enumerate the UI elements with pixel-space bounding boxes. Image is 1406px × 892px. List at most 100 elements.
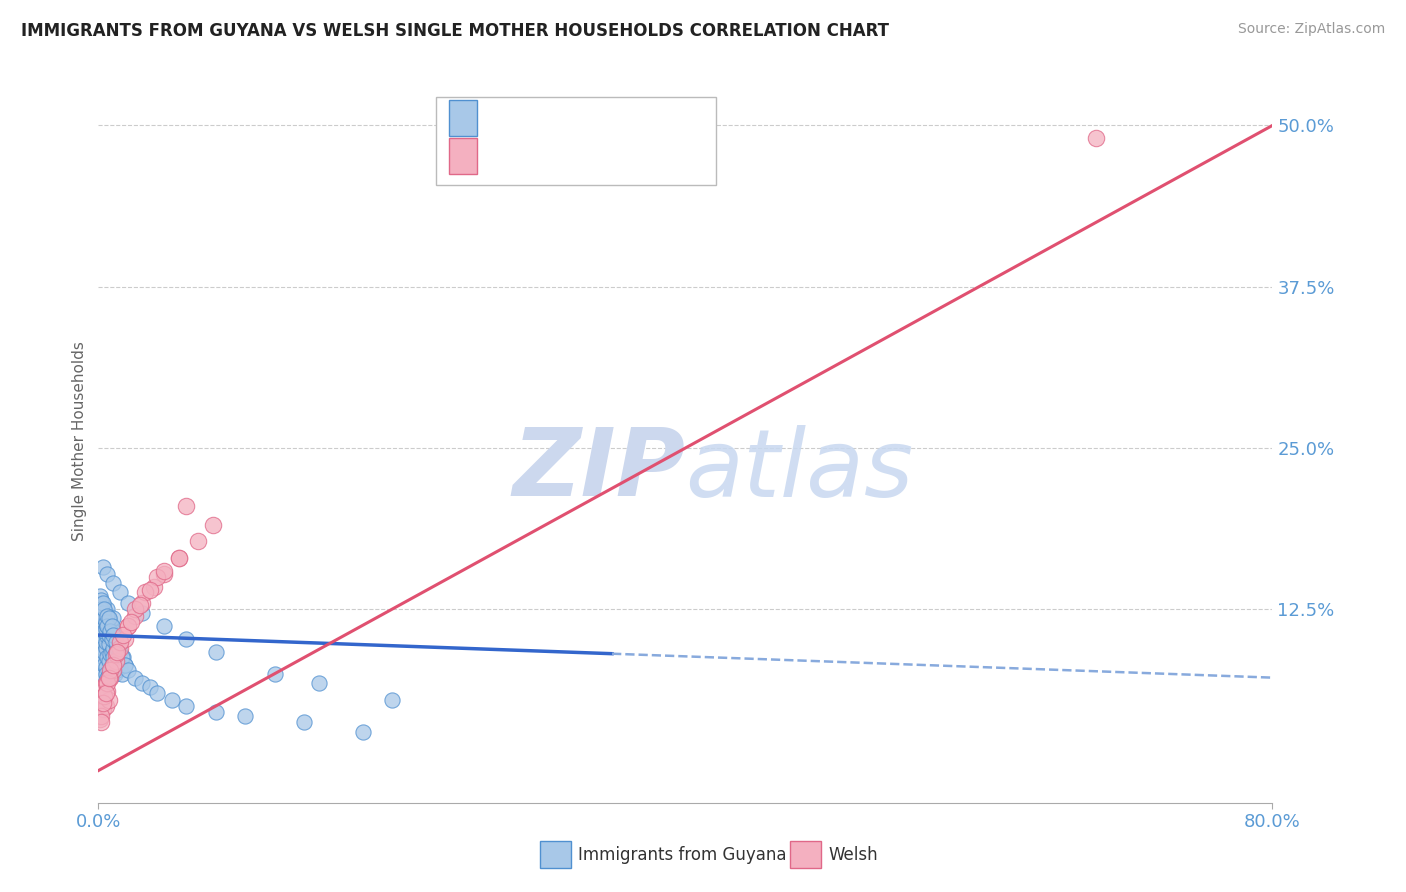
Point <box>91 650 114 665</box>
Point <box>96 671 118 685</box>
Point <box>94 666 117 681</box>
Point <box>114 657 136 672</box>
Point <box>89 611 111 625</box>
Point <box>105 645 128 659</box>
Text: N =: N = <box>591 109 627 127</box>
Point <box>94 606 117 620</box>
Point <box>94 640 117 655</box>
Point <box>90 648 112 662</box>
Point <box>91 701 114 715</box>
Point <box>93 611 115 625</box>
Point <box>110 634 132 648</box>
Point <box>93 689 115 703</box>
Point <box>98 624 121 639</box>
Point <box>98 615 121 630</box>
Point <box>117 596 139 610</box>
Point <box>110 645 132 659</box>
Point <box>103 628 125 642</box>
Point <box>98 628 121 642</box>
Point <box>114 632 136 646</box>
Text: ZIP: ZIP <box>513 425 686 516</box>
Point <box>94 699 117 714</box>
Point <box>89 590 111 604</box>
Point <box>98 663 121 677</box>
Point <box>117 663 139 677</box>
Point <box>101 576 124 591</box>
Point <box>108 654 131 668</box>
Point <box>94 660 117 674</box>
Point <box>176 499 198 513</box>
Point <box>91 606 114 620</box>
Point <box>105 648 128 662</box>
Point <box>111 666 134 681</box>
Point <box>101 611 124 625</box>
Point <box>352 724 374 739</box>
Point <box>96 619 118 633</box>
Point <box>89 712 111 726</box>
Point <box>100 619 122 633</box>
Point <box>93 689 115 703</box>
Point <box>139 582 162 597</box>
Point <box>128 599 150 613</box>
Point <box>292 714 315 729</box>
Point <box>233 709 256 723</box>
Point <box>107 645 129 659</box>
Point <box>131 675 153 690</box>
Point <box>93 611 115 625</box>
Point <box>176 632 198 646</box>
Point <box>96 608 118 623</box>
Point <box>101 663 124 677</box>
Point <box>153 564 176 578</box>
Point <box>97 671 120 685</box>
Point <box>146 686 169 700</box>
Point <box>93 657 115 672</box>
Point <box>105 657 128 672</box>
Point <box>98 648 121 662</box>
Point <box>97 628 120 642</box>
Point <box>90 654 112 668</box>
Point <box>100 645 122 659</box>
Point <box>117 619 139 633</box>
Point <box>110 585 132 599</box>
Point <box>94 622 117 636</box>
Text: Immigrants from Guyana: Immigrants from Guyana <box>578 846 786 863</box>
Text: -0.095: -0.095 <box>523 109 582 127</box>
Point <box>117 619 139 633</box>
Point <box>100 632 122 646</box>
Point <box>205 645 228 659</box>
Point <box>101 624 124 639</box>
Point <box>1085 131 1108 145</box>
Point <box>91 559 114 574</box>
Point <box>90 593 112 607</box>
Point <box>100 622 122 636</box>
Point <box>91 599 114 613</box>
Point <box>131 606 153 620</box>
Point <box>97 611 120 625</box>
Point <box>94 615 117 630</box>
Point <box>143 580 166 594</box>
Point <box>97 654 120 668</box>
Point <box>94 619 117 633</box>
Point <box>101 663 124 677</box>
Point <box>91 615 114 630</box>
Point <box>89 634 111 648</box>
Text: 0.699: 0.699 <box>523 147 576 165</box>
Point <box>112 628 135 642</box>
Point <box>96 629 118 643</box>
Point <box>201 518 224 533</box>
Point <box>97 637 120 651</box>
Point <box>97 692 120 706</box>
Point <box>90 596 112 610</box>
Point <box>91 615 114 630</box>
Point <box>139 680 162 694</box>
Point <box>90 637 112 651</box>
Point <box>100 657 122 672</box>
Point <box>112 650 135 665</box>
Point <box>110 660 132 674</box>
Point <box>101 650 124 665</box>
Point <box>98 663 121 677</box>
Point <box>381 692 404 706</box>
Point <box>91 640 114 655</box>
Point <box>90 602 112 616</box>
Point <box>134 585 156 599</box>
